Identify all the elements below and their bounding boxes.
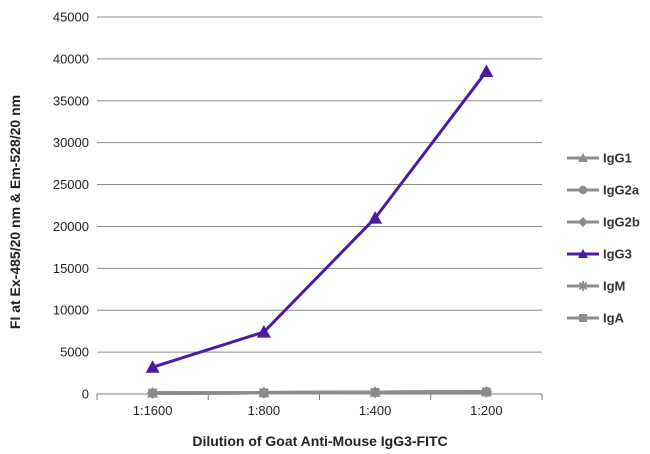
series-line (152, 390, 487, 395)
y-tick-label: 10000 (53, 303, 89, 318)
legend-marker (578, 153, 588, 162)
legend-label: IgM (603, 279, 625, 294)
legend: IgG1 IgG2a IgG2b IgG3 IgM IgA (567, 151, 640, 326)
legend-label: IgG2a (603, 183, 640, 198)
y-tick-label: 5000 (60, 345, 89, 360)
legend-label: IgG2b (603, 215, 640, 230)
data-point (370, 387, 380, 397)
legend-item-igg2b: IgG2b (567, 215, 640, 230)
x-axis-title: Dilution of Goat Anti-Mouse IgG3-FITC (192, 433, 447, 449)
legend-item-iga: IgA (567, 311, 625, 326)
data-point (479, 64, 494, 78)
y-tick-label: 0 (82, 387, 89, 402)
x-tick-label: 1:200 (470, 403, 503, 418)
y-tick-label: 20000 (53, 219, 89, 234)
legend-item-igm: IgM (567, 279, 625, 294)
legend-item-igg3: IgG3 (567, 247, 632, 262)
data-point (148, 388, 158, 398)
plot-area (145, 64, 494, 399)
x-tick-label: 1:400 (359, 403, 392, 418)
y-tick-label: 25000 (53, 177, 89, 192)
y-tick-label: 35000 (53, 93, 89, 108)
legend-marker (578, 185, 588, 195)
legend-label: IgG3 (603, 247, 632, 262)
y-tick-label: 30000 (53, 135, 89, 150)
data-point (481, 387, 491, 397)
legend-marker (578, 281, 588, 291)
legend-item-igg1: IgG1 (567, 151, 632, 166)
grid-lines (97, 16, 542, 353)
y-tick-label: 40000 (53, 51, 89, 66)
data-point (256, 325, 271, 338)
legend-marker (579, 314, 587, 322)
series-line (152, 70, 488, 369)
data-point (368, 211, 383, 224)
axes: 0 5000 10000 15000 20000 25000 30000 35000 40000… (53, 10, 543, 418)
legend-label: IgA (603, 311, 625, 326)
legend-item-igg2a: IgG2a (567, 183, 640, 198)
legend-marker (578, 217, 588, 227)
x-tick-label: 1:1600 (133, 403, 173, 418)
series-igg3 (145, 64, 494, 373)
series-iga (148, 387, 491, 398)
data-point (259, 388, 269, 398)
legend-marker (578, 249, 588, 258)
legend-label: IgG1 (603, 151, 632, 166)
x-tick-label: 1:800 (248, 403, 281, 418)
y-tick-label: 15000 (53, 261, 89, 276)
y-axis-title: FI at Ex-485/20 nm & Em-528/20 nm (7, 95, 23, 329)
data-point (145, 360, 160, 373)
y-tick-label: 45000 (53, 10, 89, 25)
